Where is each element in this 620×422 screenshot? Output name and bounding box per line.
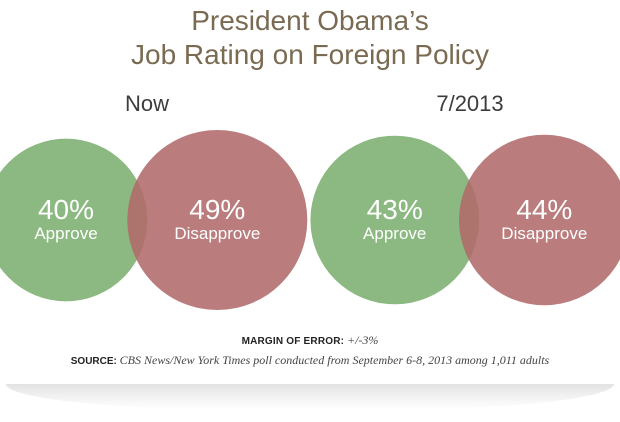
bubbles-layer: 40%Approve49%Disapprove43%Approve44%Disa…	[0, 130, 620, 310]
bubble-approve-0	[0, 138, 148, 302]
bubble-approve-1	[310, 135, 480, 305]
source-text: CBS News/New York Times poll conducted f…	[119, 353, 550, 367]
group-label-7-2013: 7/2013	[436, 91, 504, 116]
margin-of-error-value: +/-3%	[346, 333, 379, 347]
card-shadow	[6, 384, 614, 410]
category-label-approve-0: Approve	[34, 224, 97, 243]
category-label-approve-1: Approve	[363, 224, 426, 243]
title-line-2: Job Rating on Foreign Policy	[131, 39, 489, 70]
value-label-approve-0: 40%	[38, 194, 94, 225]
margin-of-error-label: MARGIN OF ERROR:	[241, 336, 345, 347]
value-label-disapprove-0: 49%	[189, 194, 245, 225]
bubble-chart: 40%Approve49%Disapprove43%Approve44%Disa…	[0, 130, 620, 310]
value-label-approve-1: 43%	[367, 194, 423, 225]
category-label-disapprove-0: Disapprove	[174, 224, 260, 243]
bubble-disapprove-1	[459, 134, 620, 306]
bubble-disapprove-0	[127, 130, 308, 310]
title-line-1: President Obama’s	[191, 5, 429, 36]
value-label-disapprove-1: 44%	[516, 194, 572, 225]
group-label-now: Now	[124, 91, 169, 116]
chart-title: President Obama’s Job Rating on Foreign …	[0, 4, 620, 72]
chart-card: President Obama’s Job Rating on Foreign …	[0, 4, 620, 369]
category-label-disapprove-1: Disapprove	[501, 224, 587, 243]
margin-of-error: MARGIN OF ERROR: +/-3%	[0, 333, 620, 349]
source-label: SOURCE:	[70, 356, 117, 367]
source-note: SOURCE: CBS News/New York Times poll con…	[0, 353, 620, 369]
